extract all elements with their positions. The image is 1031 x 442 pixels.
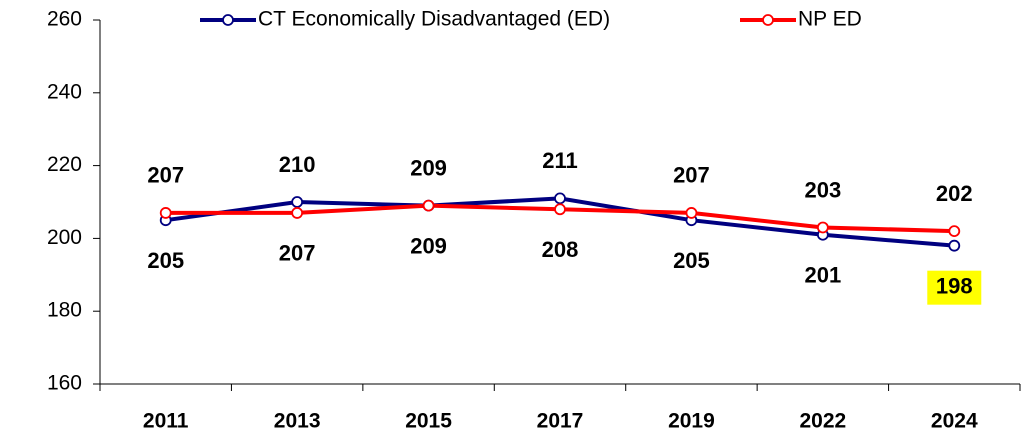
data-label: 203: [804, 177, 841, 202]
point: [948, 239, 961, 252]
point: [291, 207, 304, 219]
data-label: 210: [279, 152, 316, 177]
data-label: 201: [804, 263, 841, 288]
y-tick-label: 180: [47, 299, 82, 322]
data-label: 207: [279, 241, 316, 266]
data-label: 202: [936, 181, 973, 206]
point: [554, 192, 566, 205]
x-tick-label: 2019: [668, 410, 715, 433]
point: [291, 196, 304, 208]
y-tick-label: 220: [47, 153, 82, 176]
point: [816, 221, 829, 234]
data-label: 209: [410, 233, 447, 258]
point: [159, 207, 172, 219]
data-label: 208: [542, 237, 579, 262]
point: [422, 199, 435, 212]
point: [948, 225, 961, 238]
x-tick-label: 2017: [537, 410, 584, 433]
data-label: 207: [147, 163, 184, 188]
x-tick-label: 2015: [405, 410, 452, 433]
y-tick-label: 160: [47, 372, 82, 395]
point: [554, 203, 566, 216]
data-label: 209: [410, 155, 447, 180]
x-tick-label: 2022: [799, 410, 846, 433]
y-tick-label: 200: [47, 226, 82, 249]
point: [685, 207, 698, 219]
label-highlight: [927, 270, 982, 305]
y-tick-label: 240: [47, 80, 82, 103]
legend-marker: [222, 14, 234, 26]
data-label: 205: [147, 248, 184, 273]
data-label: 198: [936, 273, 973, 298]
x-tick-label: 2013: [274, 410, 321, 433]
legend-marker: [762, 14, 774, 26]
data-label: 205: [673, 248, 710, 273]
legend-label: NP ED: [798, 8, 862, 31]
legend-label: CT Economically Disadvantaged (ED): [258, 8, 610, 31]
x-tick-label: 2011: [143, 410, 189, 433]
y-tick-label: 260: [47, 8, 82, 31]
data-label: 207: [673, 163, 710, 188]
data-label: 211: [542, 148, 578, 173]
x-tick-label: 2024: [931, 410, 978, 433]
